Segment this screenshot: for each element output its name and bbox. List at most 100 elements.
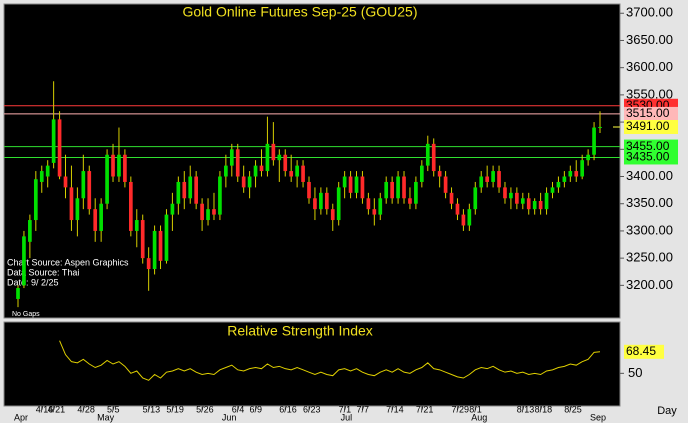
candle-body [384, 181, 389, 199]
candle-body [473, 187, 478, 210]
candle-body [586, 154, 590, 161]
candle-body [283, 154, 288, 172]
candle-body [128, 181, 133, 231]
candle-body [99, 203, 103, 231]
candle-body [396, 176, 400, 199]
candle-body [550, 187, 555, 193]
candle-body [313, 198, 317, 210]
candle-body [461, 214, 466, 226]
price-tag-label: 3455.00 [626, 139, 670, 153]
chart-title: Gold Online Futures Sep-25 (GOU25) [183, 4, 418, 20]
candle-body [146, 258, 151, 270]
candle-body [360, 176, 365, 199]
candle-body [158, 230, 163, 261]
candle-body [515, 192, 519, 204]
candle-body [212, 209, 216, 215]
price-tag [624, 139, 678, 154]
indicator-title: Relative Strength Index [227, 323, 373, 339]
candle-body [200, 203, 204, 221]
candle-body [568, 171, 573, 177]
candle-body [414, 181, 418, 204]
candle-body [194, 176, 199, 204]
month-label: Apr [14, 412, 28, 422]
candle-body [319, 192, 323, 210]
x-tick-label: 7/21 [416, 404, 434, 414]
month-label: Jul [341, 412, 353, 422]
x-tick-label: 6/4 [232, 404, 245, 414]
candle-body [307, 181, 311, 199]
x-tick-label: 4/16 [36, 404, 54, 414]
y-tick-label: 3400.00 [626, 168, 673, 183]
candle-body [271, 143, 276, 161]
candle-body [152, 230, 157, 270]
price-tag-label: 3435.00 [626, 150, 670, 164]
y-tick-label: 50 [628, 365, 642, 380]
candle-body [509, 192, 513, 199]
x-tick-label: 7/7 [356, 404, 369, 414]
candle-body [503, 187, 507, 199]
candle-body [33, 179, 38, 221]
candle-body [218, 176, 222, 215]
candle-body [63, 176, 68, 188]
candle-body [229, 149, 234, 166]
candle-body [443, 176, 448, 193]
candle-body [253, 165, 258, 177]
candle-body [28, 220, 32, 242]
month-label: May [97, 412, 115, 422]
value-tag-label: 68.45 [626, 344, 656, 358]
candle-body [87, 171, 92, 210]
y-tick-label: 3600.00 [626, 59, 673, 74]
candle-body [390, 181, 394, 199]
y-tick-label: 3550.00 [626, 86, 673, 101]
month-label: Sep [590, 412, 606, 422]
y-tick-label: 3350.00 [626, 195, 673, 210]
candle-body [289, 171, 294, 177]
candle-body [81, 171, 86, 199]
x-tick-label: 7/29 [451, 404, 469, 414]
annotation: Date: 9/ 2/25 [7, 277, 59, 287]
x-tick-label: 4/28 [77, 404, 95, 414]
candle-body [295, 165, 299, 177]
candle-body [69, 187, 74, 221]
candle-body [580, 160, 585, 177]
price-tag [624, 106, 678, 121]
candle-body [176, 181, 181, 204]
candle-body [170, 203, 175, 215]
candle-body [105, 154, 109, 204]
candle-body [449, 192, 454, 204]
candle-body [336, 187, 341, 221]
candle-body [247, 176, 252, 188]
candle-body [182, 181, 187, 199]
candle-body [57, 119, 62, 177]
price-tag [624, 150, 678, 165]
y-tick-label: 3250.00 [626, 250, 673, 265]
candle-body [111, 154, 115, 177]
candle-body [348, 176, 353, 193]
x-unit: Day [657, 405, 677, 417]
candle-body [342, 176, 347, 188]
x-tick-label: 5/13 [143, 404, 161, 414]
y-tick-label: 3300.00 [626, 222, 673, 237]
candle-body [479, 176, 484, 188]
price-tag [624, 119, 678, 134]
candle-body [330, 209, 335, 221]
annotation: No Gaps [12, 311, 40, 318]
x-tick-label: 5/26 [196, 404, 214, 414]
candle-body [497, 171, 501, 188]
candle-body [372, 209, 377, 215]
x-tick-label: 8/25 [564, 404, 582, 414]
candle-body [562, 176, 567, 182]
candle-body [491, 171, 495, 182]
x-tick-label: 6/16 [279, 404, 297, 414]
month-label: Jun [222, 412, 237, 422]
annotation: Data Source: Thai [7, 267, 79, 277]
candle-body [324, 192, 329, 210]
candle-body [532, 200, 537, 210]
candle-body [419, 165, 424, 182]
candle-body [224, 165, 228, 177]
price-panel [3, 3, 621, 319]
candle-body [117, 154, 121, 177]
y-tick-label: 3650.00 [626, 32, 673, 47]
month-label: Aug [471, 412, 487, 422]
